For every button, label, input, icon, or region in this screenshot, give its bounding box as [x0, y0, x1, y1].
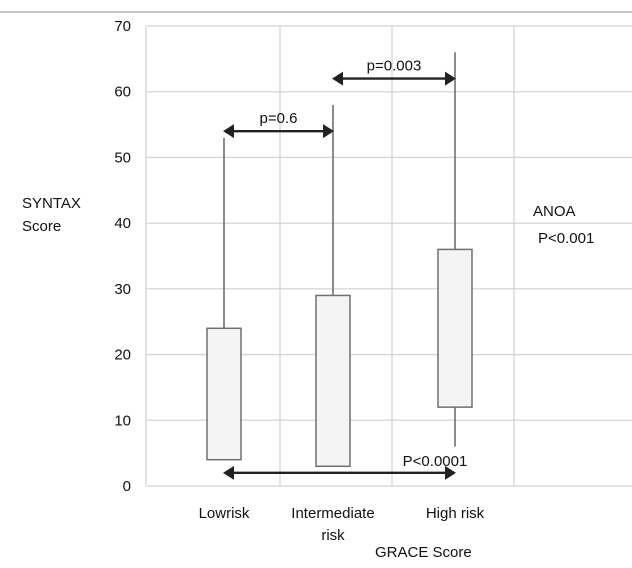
x-axis-label: GRACE Score	[375, 544, 472, 561]
annotation-line-1: ANOA	[533, 203, 576, 220]
comparison-arrowhead-left	[223, 124, 234, 139]
y-tick-label: 30	[114, 281, 131, 298]
y-tick-label: 10	[114, 412, 131, 429]
comparison-label: p=0.6	[260, 110, 298, 127]
y-tick-label: 40	[114, 215, 131, 232]
comparison-label: p=0.003	[367, 58, 422, 75]
x-tick-label: risk	[321, 527, 345, 544]
comparison-arrowhead-right	[323, 124, 334, 139]
y-tick-label: 20	[114, 347, 131, 364]
comparison-arrowhead-left	[223, 465, 234, 480]
comparison-label: P<0.0001	[403, 453, 468, 470]
x-tick-label: High risk	[426, 505, 485, 522]
comparison-arrows: p=0.6 p=0.003 P<0.0001	[223, 58, 467, 480]
y-tick-label: 70	[114, 18, 131, 35]
y-axis-label-line-2: Score	[22, 218, 61, 235]
box	[437, 248, 473, 408]
box	[315, 294, 351, 468]
y-axis-label-line-1: SYNTAX	[22, 195, 81, 212]
boxes	[206, 248, 473, 468]
box	[206, 327, 242, 461]
x-tick-label: Intermediate	[291, 505, 374, 522]
y-tick-label: 0	[123, 478, 131, 495]
comparison-arrowhead-left	[332, 71, 343, 86]
y-tick-label: 50	[114, 149, 131, 166]
comparison-arrowhead-right	[445, 465, 456, 480]
y-tick-label: 60	[114, 84, 131, 101]
x-tick-labels: Lowrisk Intermediate risk High risk	[199, 505, 485, 544]
x-tick-label: Lowrisk	[199, 505, 250, 522]
annotation-line-2: P<0.001	[538, 230, 594, 247]
y-tick-labels: 0 10 20 30 40 50 60 70	[114, 18, 131, 495]
comparison-arrowhead-right	[445, 71, 456, 86]
